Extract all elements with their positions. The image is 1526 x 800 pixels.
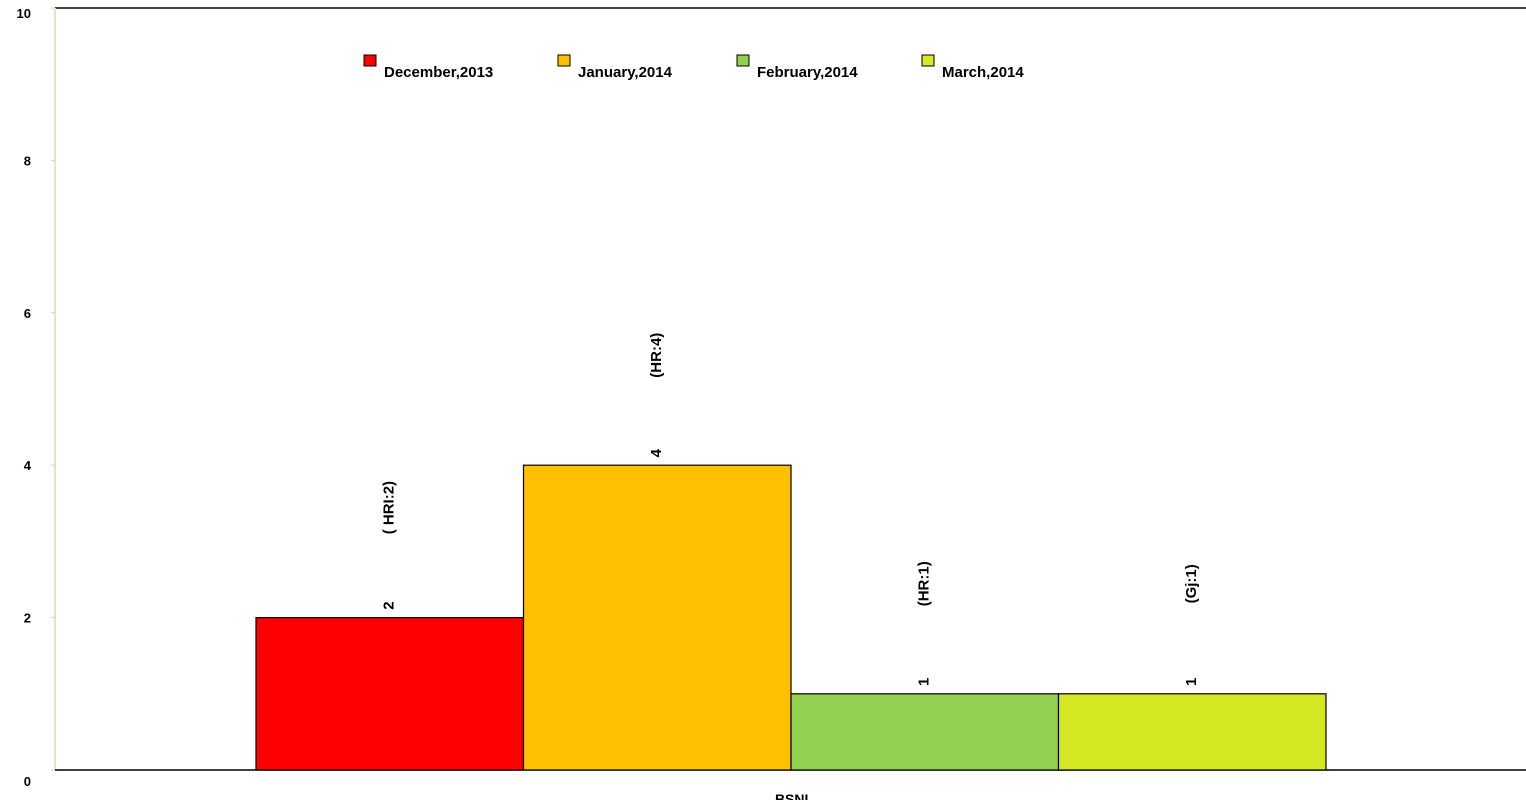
bar — [1057, 693, 1327, 771]
y-tick-label: 2 — [24, 611, 31, 626]
legend-label: March,2014 — [942, 64, 1024, 81]
bar-value-label: 1 — [916, 678, 933, 686]
legend-label: January,2014 — [578, 64, 673, 81]
bar-annotation: (HR:4) — [648, 333, 665, 378]
legend: December,2013 January,2014 February,2014 Ma… — [363, 54, 1024, 81]
bar — [255, 616, 525, 771]
value-labels: 2 4 1 1 — [381, 448, 1201, 686]
y-axis-ticks: 0 2 4 6 8 10 — [17, 6, 55, 789]
bar-annotation: ( HRI:2) — [381, 481, 398, 534]
y-tick-label: 10 — [17, 6, 31, 21]
bar — [790, 693, 1060, 771]
bars — [255, 464, 1327, 771]
bar-value-label: 1 — [1183, 678, 1200, 686]
bar-value-label: 4 — [648, 448, 665, 457]
legend-swatch — [557, 54, 571, 67]
legend-swatch — [736, 54, 750, 67]
legend-swatch — [921, 54, 935, 67]
bar-annotation: (HR:1) — [916, 561, 933, 606]
bar-annotation: (Gj:1) — [1183, 564, 1200, 603]
y-tick-label: 6 — [24, 306, 31, 321]
x-axis-labels: BSNL — [775, 791, 814, 800]
bar-value-label: 2 — [381, 601, 398, 609]
legend-label: February,2014 — [757, 64, 858, 81]
y-tick-label: 4 — [24, 458, 32, 473]
legend-label: December,2013 — [384, 64, 493, 81]
annotations: ( HRI:2) (HR:4) (HR:1) (Gj:1) — [381, 333, 1201, 607]
legend-swatch — [363, 54, 377, 67]
bar — [522, 464, 792, 771]
x-category-label: BSNL — [775, 791, 814, 800]
y-tick-label: 8 — [24, 153, 31, 168]
y-tick-label: 0 — [24, 774, 31, 789]
